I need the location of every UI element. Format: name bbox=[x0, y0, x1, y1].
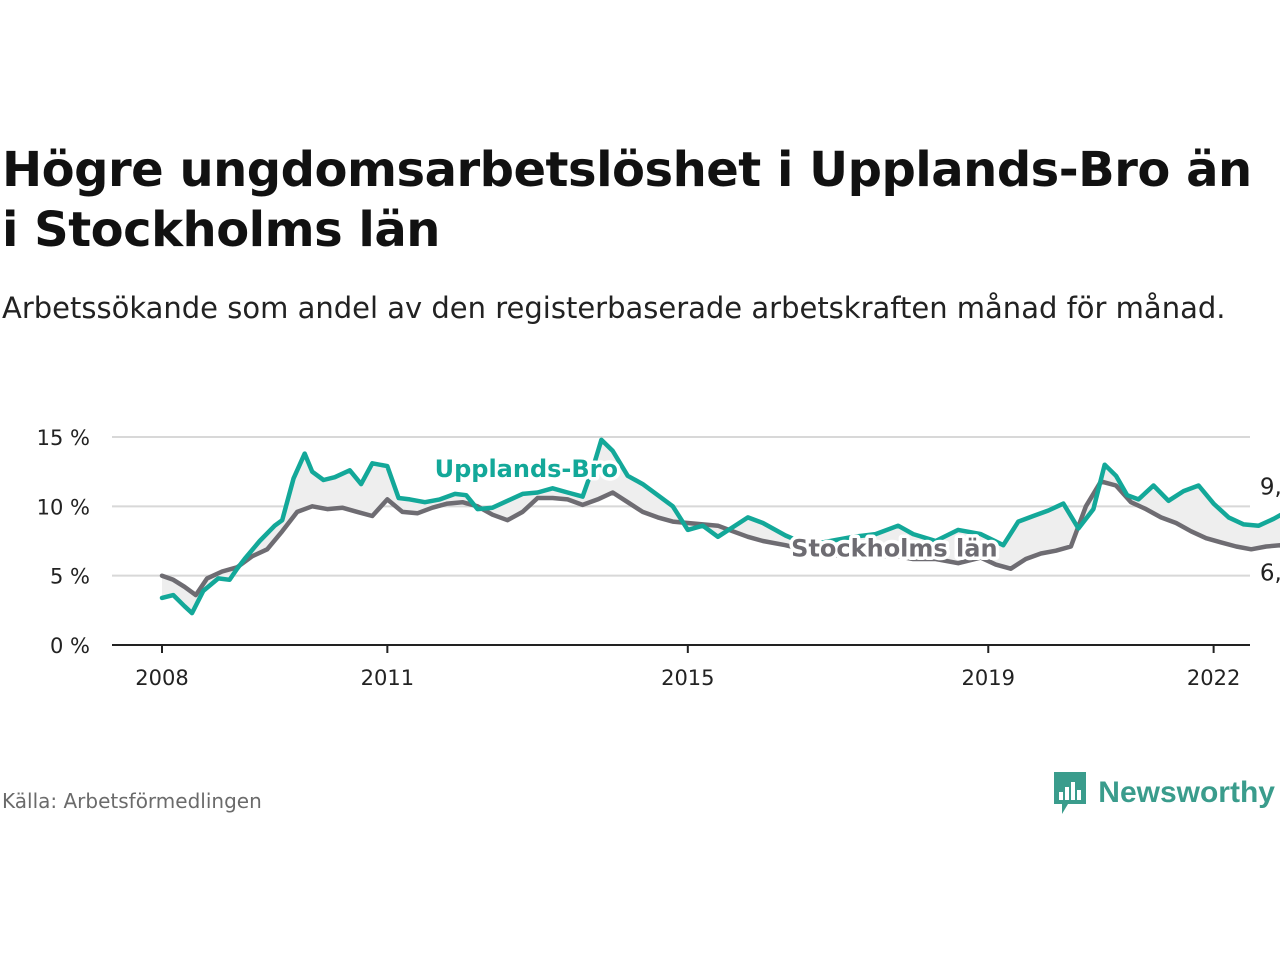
y-tick-label: 5 % bbox=[50, 565, 90, 589]
x-tick-label: 2015 bbox=[661, 666, 714, 690]
difference-band bbox=[162, 439, 1280, 614]
brand-name: Newsworthy bbox=[1098, 776, 1275, 809]
line-layer bbox=[159, 437, 1280, 616]
y-tick-label: 0 % bbox=[50, 634, 90, 658]
newsworthy-icon bbox=[1054, 772, 1087, 814]
series-label-upplands: Upplands-Bro bbox=[435, 455, 618, 483]
page-title: Högre ungdomsarbetslöshet i Upplands-Bro… bbox=[2, 142, 1252, 258]
line-chart: 0 % 5 % 10 % 15 % 2008 2011 2015 2019 2022 9,7 %… bbox=[37, 426, 1280, 690]
x-tick-label: 2011 bbox=[361, 666, 414, 690]
x-tick-label: 2019 bbox=[962, 666, 1015, 690]
y-tick-label: 10 % bbox=[37, 495, 90, 519]
grid-layer bbox=[112, 436, 1250, 577]
brand-logo: Newsworthy bbox=[1052, 770, 1275, 816]
chart-subtitle: Arbetssökande som andel av den registerb… bbox=[2, 291, 1226, 325]
series-line-upplands bbox=[159, 437, 1280, 616]
axis-layer: 0 % 5 % 10 % 15 % 2008 2011 2015 2019 2022 bbox=[37, 426, 1250, 690]
end-label-stockholm: 6,8 % bbox=[1260, 561, 1280, 587]
series-label-stockholm: Stockholms län bbox=[791, 534, 997, 562]
y-tick-label: 15 % bbox=[37, 426, 90, 450]
x-tick-label: 2008 bbox=[135, 666, 188, 690]
label-layer: 9,7 % 6,8 % Upplands-Bro Stockholms län bbox=[431, 452, 1280, 587]
end-label-upplands: 9,7 % bbox=[1260, 474, 1280, 500]
series-line-stockholm bbox=[159, 479, 1280, 598]
x-tick-label: 2022 bbox=[1187, 666, 1240, 690]
source-note: Källa: Arbetsförmedlingen bbox=[2, 789, 262, 813]
